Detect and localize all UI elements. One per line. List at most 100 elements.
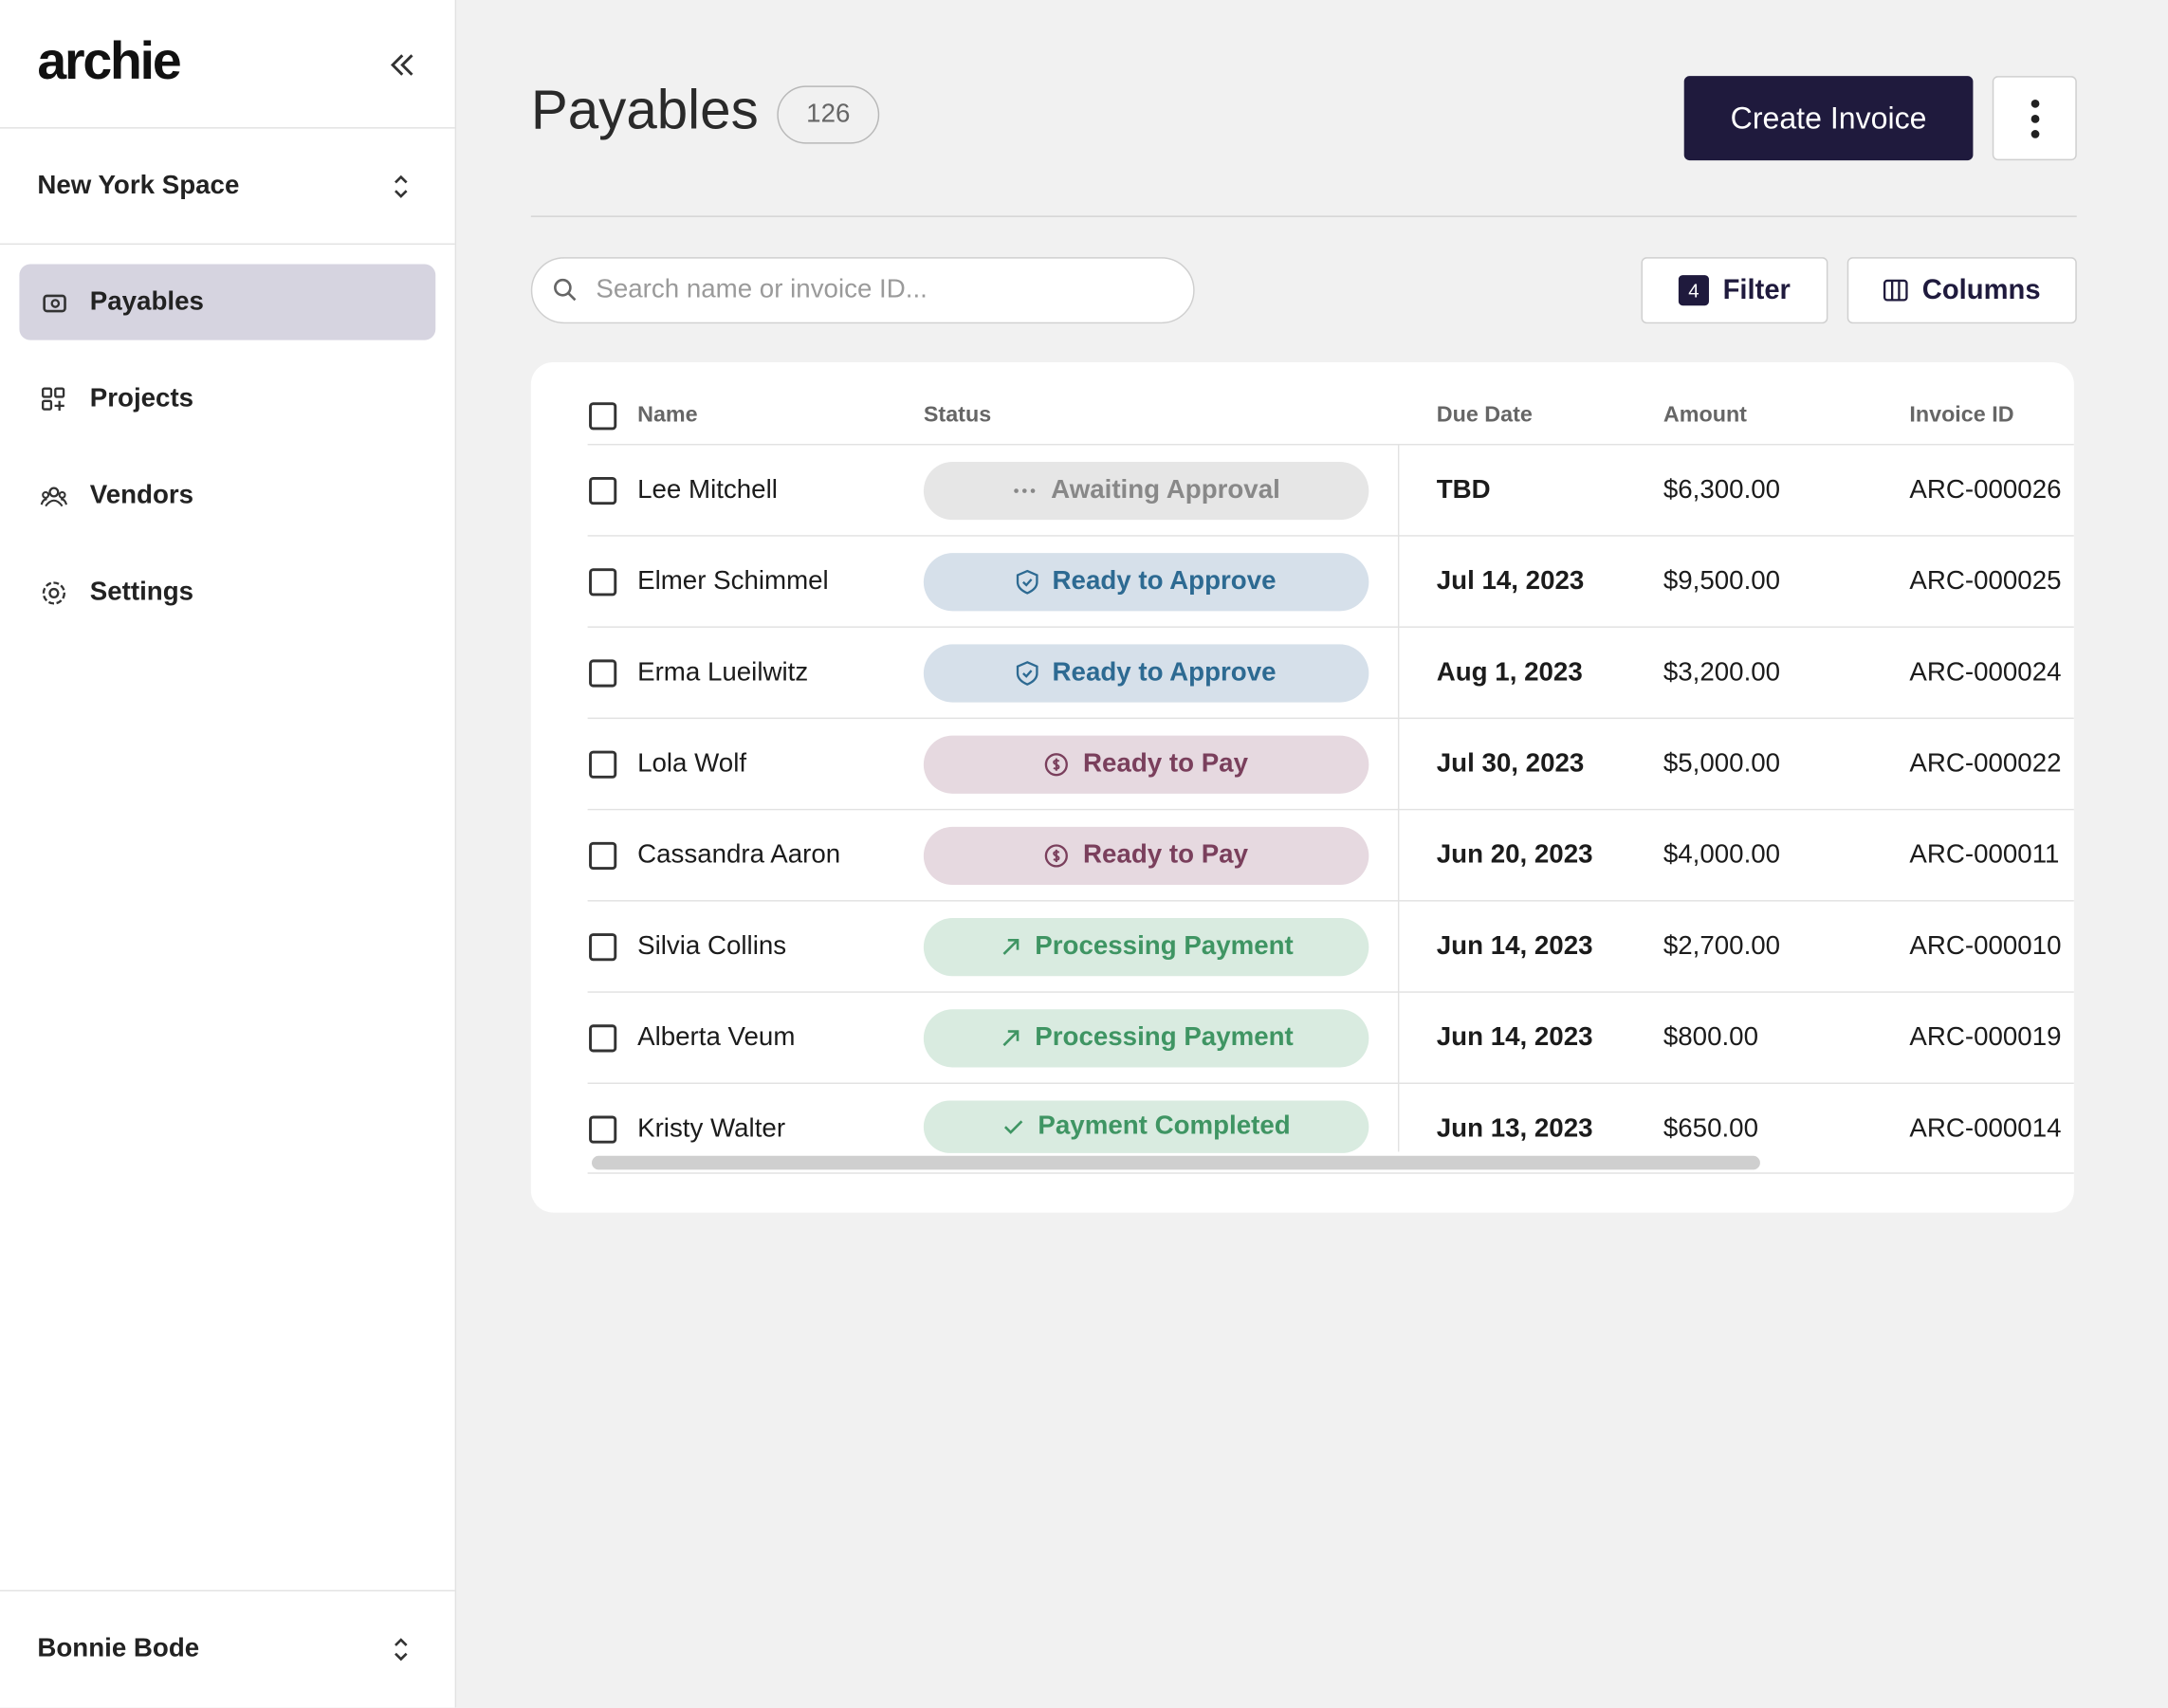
amount-cell: $2,700.00 — [1663, 931, 1781, 962]
invoice-id-cell: ARC-000024 — [1909, 657, 2062, 688]
table-bottom — [587, 1172, 2074, 1174]
status-label: Ready to Pay — [1083, 749, 1248, 779]
page-title: Payables — [530, 80, 759, 141]
row-divider — [587, 991, 2074, 993]
due-date-cell: Jun 13, 2023 — [1436, 1114, 1593, 1144]
amount-cell: $800.00 — [1663, 1022, 1758, 1053]
row-checkbox[interactable] — [589, 933, 617, 962]
header-checkbox[interactable] — [589, 402, 617, 431]
status-label: Ready to Pay — [1083, 840, 1248, 871]
logo: archie — [37, 32, 181, 92]
nav-label: Projects — [89, 383, 194, 413]
due-date-cell: TBD — [1436, 475, 1491, 505]
row-divider — [587, 900, 2074, 902]
status-label: Awaiting Approval — [1051, 475, 1280, 505]
name-cell: Kristy Walter — [637, 1114, 786, 1144]
row-checkbox[interactable] — [589, 659, 617, 688]
due-date-cell: Jul 30, 2023 — [1436, 749, 1585, 779]
row-checkbox[interactable] — [589, 476, 617, 505]
filter-count: 4 — [1678, 275, 1710, 306]
nav-item[interactable]: Payables — [19, 264, 436, 340]
row-checkbox[interactable] — [589, 841, 617, 871]
name-cell: Elmer Schimmel — [637, 566, 829, 597]
count-badge: 126 — [777, 85, 880, 144]
invoice-id-cell: ARC-000011 — [1909, 840, 2060, 871]
status-pill: Ready to Pay — [923, 826, 1369, 886]
columns-label: Columns — [1921, 274, 2041, 305]
due-date-cell: Jun 14, 2023 — [1436, 1022, 1593, 1053]
status-label: Processing Payment — [1035, 1022, 1294, 1053]
status-label: Processing Payment — [1035, 931, 1294, 962]
column-header: Invoice ID — [1909, 403, 2014, 428]
user-menu[interactable]: Bonnie Bode — [37, 1634, 200, 1663]
invoice-id-cell: ARC-000025 — [1909, 566, 2062, 597]
column-header: Name — [637, 403, 698, 428]
filter-button[interactable]: 4 Filter — [1641, 257, 1828, 324]
status-label: Ready to Approve — [1052, 566, 1277, 597]
name-cell: Cassandra Aaron — [637, 840, 841, 871]
invoice-id-cell: ARC-000019 — [1909, 1022, 2062, 1053]
name-cell: Lee Mitchell — [637, 475, 778, 505]
table: Name Status Due Date Amount Invoice ID Lee Mi… — [587, 402, 2074, 1174]
name-cell: Lola Wolf — [637, 749, 747, 779]
sidebar: archie New York Space Payables Projects … — [0, 0, 457, 1708]
row-checkbox[interactable] — [589, 1024, 617, 1053]
name-cell: Silvia Collins — [637, 931, 787, 962]
invoice-id-cell: ARC-000014 — [1909, 1114, 2062, 1144]
nav-label: Payables — [89, 286, 204, 317]
workspace-selector[interactable]: New York Space — [37, 171, 240, 201]
name-cell: Alberta Veum — [637, 1022, 796, 1053]
row-divider — [587, 626, 2074, 628]
search-input[interactable]: Search name or invoice ID... — [530, 257, 1195, 324]
row-divider — [587, 808, 2074, 811]
divider — [0, 127, 455, 129]
row-checkbox[interactable] — [589, 568, 617, 597]
amount-cell: $9,500.00 — [1663, 566, 1781, 597]
status-pill: Ready to Pay — [923, 735, 1369, 794]
row-divider — [587, 717, 2074, 720]
divider — [0, 1589, 455, 1592]
nav-label: Vendors — [89, 480, 194, 510]
row-divider — [587, 1082, 2074, 1084]
chevrons — [395, 174, 408, 198]
nav-item[interactable]: Vendors — [19, 458, 435, 534]
scrollbar[interactable] — [591, 1155, 1760, 1170]
invoice-id-cell: ARC-000026 — [1909, 475, 2062, 505]
amount-cell: $5,000.00 — [1663, 749, 1781, 779]
status-pill: Ready to Approve — [923, 553, 1369, 612]
nav-label: Settings — [89, 577, 194, 607]
status-pill: Payment Completed — [923, 1100, 1369, 1153]
invoice-id-cell: ARC-000022 — [1909, 749, 2062, 779]
status-pill: Processing Payment — [923, 1009, 1369, 1068]
due-date-cell: Aug 1, 2023 — [1436, 657, 1583, 688]
column-header: Status — [923, 403, 992, 428]
row-checkbox[interactable] — [589, 1115, 617, 1144]
invoice-id-cell: ARC-000010 — [1909, 931, 2062, 962]
due-date-cell: Jul 14, 2023 — [1436, 566, 1585, 597]
nav-item[interactable]: Settings — [19, 555, 435, 631]
name-cell: Erma Lueilwitz — [637, 657, 809, 688]
column-divider — [1397, 443, 1400, 1152]
divider — [0, 243, 455, 246]
columns-button[interactable]: Columns — [1846, 257, 2077, 324]
status-pill: Awaiting Approval — [923, 461, 1369, 521]
status-label: Payment Completed — [1038, 1111, 1291, 1141]
nav-item[interactable]: Projects — [19, 361, 435, 437]
collapse-button[interactable] — [387, 49, 417, 80]
due-date-cell: Jun 20, 2023 — [1436, 840, 1593, 871]
chevrons — [395, 1638, 408, 1662]
filter-label: Filter — [1722, 274, 1791, 305]
amount-cell: $650.00 — [1663, 1114, 1758, 1144]
more-button[interactable] — [1992, 76, 2077, 161]
row-divider — [587, 443, 2074, 446]
amount-cell: $4,000.00 — [1663, 840, 1781, 871]
amount-cell: $6,300.00 — [1663, 475, 1781, 505]
column-header: Amount — [1663, 403, 1747, 428]
row-checkbox[interactable] — [589, 750, 617, 779]
create-invoice-button[interactable]: Create Invoice — [1683, 76, 1974, 161]
amount-cell: $3,200.00 — [1663, 657, 1781, 688]
row-divider — [587, 535, 2074, 537]
status-pill: Ready to Approve — [923, 644, 1369, 703]
